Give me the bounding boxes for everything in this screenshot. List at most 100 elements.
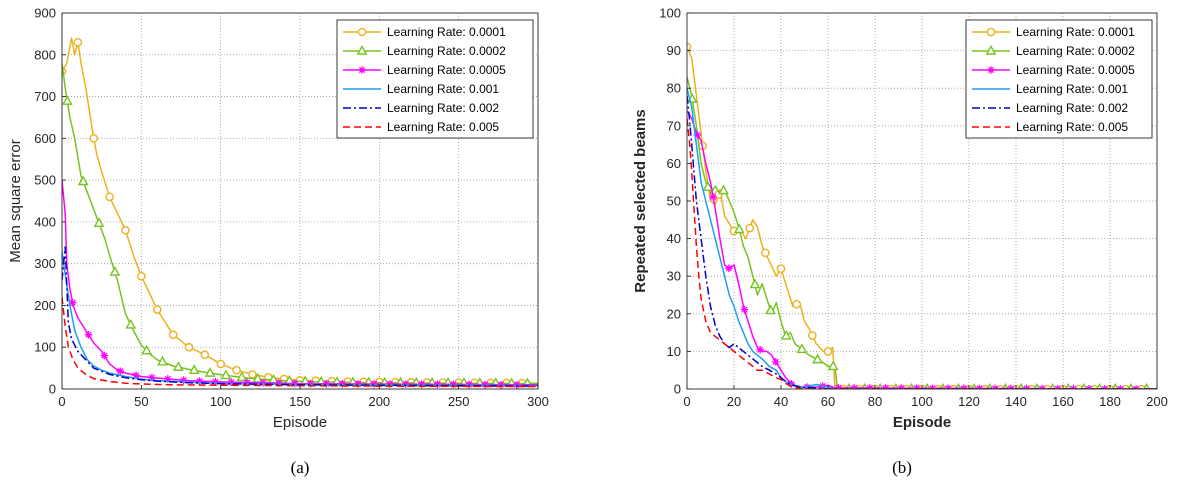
marker-asterisk bbox=[865, 384, 874, 389]
marker-triangle bbox=[172, 361, 184, 371]
y-tick-label: 40 bbox=[667, 231, 681, 246]
y-tick-label: 0 bbox=[674, 382, 681, 397]
marker-triangle bbox=[733, 223, 745, 234]
marker-asterisk bbox=[386, 380, 394, 388]
marker-circle bbox=[761, 248, 770, 258]
marker-asterisk bbox=[834, 384, 843, 389]
marker-triangle bbox=[356, 44, 368, 55]
series-line-6 bbox=[687, 118, 1157, 389]
marker-triangle bbox=[702, 181, 714, 191]
y-tick-label: 100 bbox=[659, 6, 681, 21]
x-axis-label: Episode bbox=[273, 414, 327, 431]
marker-asterisk bbox=[740, 305, 749, 314]
marker-asterisk bbox=[358, 66, 366, 74]
marker-circle bbox=[105, 192, 114, 202]
marker-triangle bbox=[236, 371, 248, 382]
marker-asterisk bbox=[401, 380, 410, 388]
marker-asterisk bbox=[179, 376, 188, 385]
marker-triangle bbox=[827, 360, 839, 371]
x-tick-label: 20 bbox=[727, 394, 741, 409]
marker-asterisk bbox=[163, 375, 172, 383]
marker-circle bbox=[776, 264, 786, 273]
marker-asterisk bbox=[227, 378, 236, 386]
marker-asterisk bbox=[338, 379, 347, 388]
marker-circle bbox=[73, 37, 83, 47]
y-axis-label: Mean square error bbox=[7, 139, 24, 262]
y-tick-label: 80 bbox=[667, 81, 681, 96]
marker-asterisk bbox=[481, 380, 489, 389]
x-tick-label: 100 bbox=[210, 394, 232, 409]
y-tick-label: 0 bbox=[49, 382, 56, 397]
legend-label-2: Learning Rate: 0.0002 bbox=[1016, 44, 1135, 58]
legend-label-4: Learning Rate: 0.001 bbox=[1016, 82, 1128, 96]
marker-asterisk bbox=[897, 384, 905, 389]
marker-asterisk bbox=[912, 384, 921, 389]
y-tick-label: 60 bbox=[667, 156, 681, 171]
marker-triangle bbox=[796, 343, 808, 354]
marker-circle bbox=[808, 331, 817, 340]
y-tick-label: 30 bbox=[667, 269, 681, 284]
legend-label-3: Learning Rate: 0.0005 bbox=[387, 63, 506, 77]
x-tick-label: 40 bbox=[774, 394, 788, 409]
x-tick-label: 160 bbox=[1052, 394, 1074, 409]
x-tick-label: 100 bbox=[911, 394, 933, 409]
marker-triangle bbox=[780, 329, 792, 340]
marker-asterisk bbox=[68, 298, 77, 307]
legend-box bbox=[336, 19, 534, 139]
y-tick-label: 20 bbox=[667, 306, 681, 321]
marker-asterisk bbox=[693, 131, 702, 139]
chart-a: 0 50 100 150 200 250 300 0 100 200 300 400 500 600 700… bbox=[7, 6, 549, 432]
marker-triangle bbox=[141, 344, 153, 355]
marker-triangle bbox=[1143, 382, 1150, 389]
marker-triangle bbox=[157, 355, 168, 366]
marker-triangle bbox=[125, 318, 137, 329]
y-tick-label: 90 bbox=[667, 43, 681, 58]
marker-asterisk bbox=[449, 380, 458, 389]
y-tick-label: 10 bbox=[667, 344, 681, 359]
marker-triangle bbox=[985, 44, 997, 55]
y-tick-label: 800 bbox=[34, 47, 56, 62]
marker-asterisk bbox=[243, 378, 251, 387]
marker-asterisk bbox=[259, 378, 267, 387]
series-group bbox=[62, 37, 538, 389]
marker-asterisk bbox=[148, 373, 156, 382]
legend: Learning Rate: 0.0001 Learning Rate: 0.00… bbox=[965, 19, 1153, 139]
marker-circle bbox=[89, 134, 99, 143]
legend-label-1: Learning Rate: 0.0001 bbox=[387, 25, 506, 39]
marker-asterisk bbox=[881, 384, 890, 389]
marker-asterisk bbox=[709, 193, 717, 201]
marker-asterisk bbox=[290, 379, 299, 388]
marker-circle bbox=[357, 27, 367, 37]
marker-asterisk bbox=[987, 66, 995, 74]
marker-asterisk bbox=[497, 380, 505, 389]
marker-asterisk bbox=[724, 264, 733, 273]
legend-label-6: Learning Rate: 0.005 bbox=[387, 120, 499, 134]
marker-asterisk bbox=[132, 371, 140, 380]
x-tick-label: 150 bbox=[289, 394, 311, 409]
caption-a: (a) bbox=[290, 458, 310, 477]
x-tick-label: 250 bbox=[448, 394, 470, 409]
x-tick-label: 180 bbox=[1099, 394, 1121, 409]
y-tick-label: 100 bbox=[34, 340, 56, 355]
marker-triangle bbox=[252, 372, 264, 383]
marker-triangle bbox=[62, 95, 73, 105]
marker-triangle bbox=[718, 184, 729, 195]
marker-circle bbox=[152, 305, 162, 314]
y-tick-label: 500 bbox=[34, 173, 56, 188]
marker-asterisk bbox=[465, 380, 474, 389]
x-tick-label: 0 bbox=[58, 394, 65, 409]
marker-asterisk bbox=[195, 377, 204, 385]
marker-triangle bbox=[77, 175, 89, 186]
marker-asterisk bbox=[370, 380, 378, 388]
series-line-3 bbox=[62, 180, 538, 386]
legend-box bbox=[965, 19, 1153, 139]
marker-asterisk bbox=[275, 379, 283, 387]
x-tick-label: 80 bbox=[868, 394, 882, 409]
x-tick-label: 300 bbox=[527, 394, 549, 409]
marker-asterisk bbox=[84, 330, 93, 339]
marker-circle bbox=[121, 225, 130, 235]
x-tick-label: 200 bbox=[368, 394, 390, 409]
marker-triangle bbox=[812, 353, 823, 364]
marker-circle bbox=[745, 223, 754, 233]
marker-asterisk bbox=[116, 367, 124, 375]
